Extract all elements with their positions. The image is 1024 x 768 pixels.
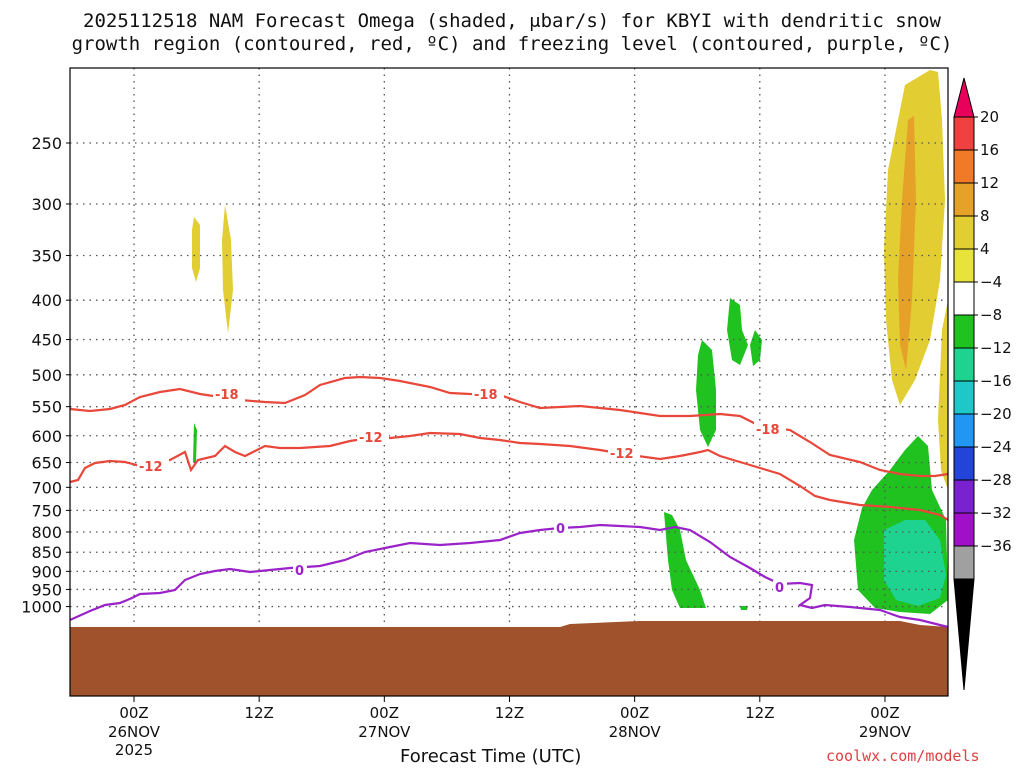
colorbar-label: −12: [980, 339, 1012, 357]
omega-yellow-area: [192, 217, 200, 282]
x-tick-label-date: 29NOV: [859, 723, 912, 741]
colorbar-swatch: [953, 347, 975, 382]
colorbar-label: −4: [980, 273, 1002, 291]
y-tick-label: 750: [31, 501, 62, 520]
y-tick-label: 550: [31, 398, 62, 417]
omega-shading: [192, 70, 948, 614]
contour-label: 0: [556, 522, 565, 537]
credit-text: coolwx.com/models: [826, 747, 980, 765]
colorbar-swatch: [953, 116, 975, 151]
colorbar-swatch: [953, 479, 975, 514]
contour-label: -12: [610, 447, 634, 462]
colorbar-label: −24: [980, 438, 1012, 456]
grid-lines: [70, 68, 948, 696]
omega-teal-area: [884, 520, 946, 606]
freezing-contour-zero: [69, 523, 949, 629]
x-tick-label-time: 00Z: [870, 704, 899, 722]
colorbar-label: 4: [980, 240, 990, 258]
y-tick-label: 400: [31, 291, 62, 310]
omega-green-area: [696, 340, 716, 447]
x-tick-label-time: 12Z: [745, 704, 774, 722]
colorbar-swatch: [953, 215, 975, 250]
colorbar-swatch: [953, 248, 975, 283]
colorbar-label: −16: [980, 372, 1012, 390]
colorbar-swatch: [953, 149, 975, 184]
y-tick-label: 450: [31, 331, 62, 350]
y-tick-label: 900: [31, 562, 62, 581]
colorbar-label: −8: [980, 306, 1002, 324]
y-tick-label: 850: [31, 543, 62, 562]
colorbar-swatch: [953, 380, 975, 415]
x-tick-label-year: 2025: [115, 741, 153, 759]
contour-label: 0: [295, 564, 304, 579]
colorbar-label: 16: [980, 141, 999, 159]
contour-label: -12: [139, 460, 163, 475]
colorbar-label: −32: [980, 504, 1012, 522]
y-tick-label: 350: [31, 247, 62, 266]
contour-labels: -18 -18 -18 -12 -12 -12 0 0 0: [137, 387, 787, 596]
colorbar-swatch: [953, 182, 975, 217]
colorbar-swatch: [953, 446, 975, 481]
contour-label: -18: [756, 423, 780, 438]
y-tick-label: 250: [31, 134, 62, 153]
contour-label: 0: [775, 581, 784, 596]
y-tick-label: 800: [31, 523, 62, 542]
x-tick-label-time: 00Z: [620, 704, 649, 722]
colorbar-swatch: [953, 281, 975, 316]
omega-orange-area: [898, 116, 916, 370]
y-tick-label: 300: [31, 195, 62, 214]
omega-yellow-area: [938, 300, 948, 490]
colorbar-label: 12: [980, 174, 999, 192]
colorbar-label: −36: [980, 537, 1012, 555]
y-tick-label: 1000: [21, 598, 62, 617]
colorbar-extend-top: [953, 77, 975, 118]
x-tick-label-time: 12Z: [495, 704, 524, 722]
colorbar-extend-bottom: [953, 578, 975, 691]
x-axis-title: Forecast Time (UTC): [400, 746, 582, 767]
contour-label: -12: [359, 431, 383, 446]
y-tick-label: 650: [31, 454, 62, 473]
contour-label: -18: [215, 388, 239, 403]
terrain-area: [70, 621, 948, 696]
x-tick-label-time: 00Z: [370, 704, 399, 722]
colorbar: 20 16 12 8 4 −4 −8 −12 −16 −20 −24 −28 −32 −36: [953, 77, 1012, 691]
colorbar-swatch: [953, 314, 975, 349]
x-tick-label-time: 12Z: [244, 704, 273, 722]
x-tick-label-date: 27NOV: [358, 723, 411, 741]
omega-green-area: [664, 512, 706, 608]
colorbar-label: 8: [980, 207, 990, 225]
chart-title-line2: growth region (contoured, red, ºC) and f…: [71, 33, 953, 55]
dgz-contour-minus12: [69, 431, 949, 521]
x-tick-label-date: 26NOV: [108, 723, 161, 741]
colorbar-swatch: [953, 413, 975, 448]
omega-yellow-area: [222, 205, 233, 333]
x-tick-label-time: 00Z: [119, 704, 148, 722]
colorbar-label: −20: [980, 405, 1012, 423]
colorbar-label: −28: [980, 471, 1012, 489]
dgz-contour-minus18: [69, 375, 949, 478]
colorbar-swatch: [953, 545, 975, 580]
y-axis: 2503003504004505005506006507007508008509…: [21, 134, 70, 617]
colorbar-swatch: [953, 512, 975, 547]
contour-label: -18: [474, 388, 498, 403]
y-tick-label: 600: [31, 427, 62, 446]
y-tick-label: 500: [31, 366, 62, 385]
chart-title-line1: 2025112518 NAM Forecast Omega (shaded, μ…: [83, 10, 941, 32]
omega-green-area: [727, 298, 748, 365]
colorbar-label: 20: [980, 108, 999, 126]
omega-green-area: [193, 423, 197, 462]
y-tick-label: 700: [31, 478, 62, 497]
x-tick-label-date: 28NOV: [609, 723, 662, 741]
y-tick-label: 950: [31, 580, 62, 599]
